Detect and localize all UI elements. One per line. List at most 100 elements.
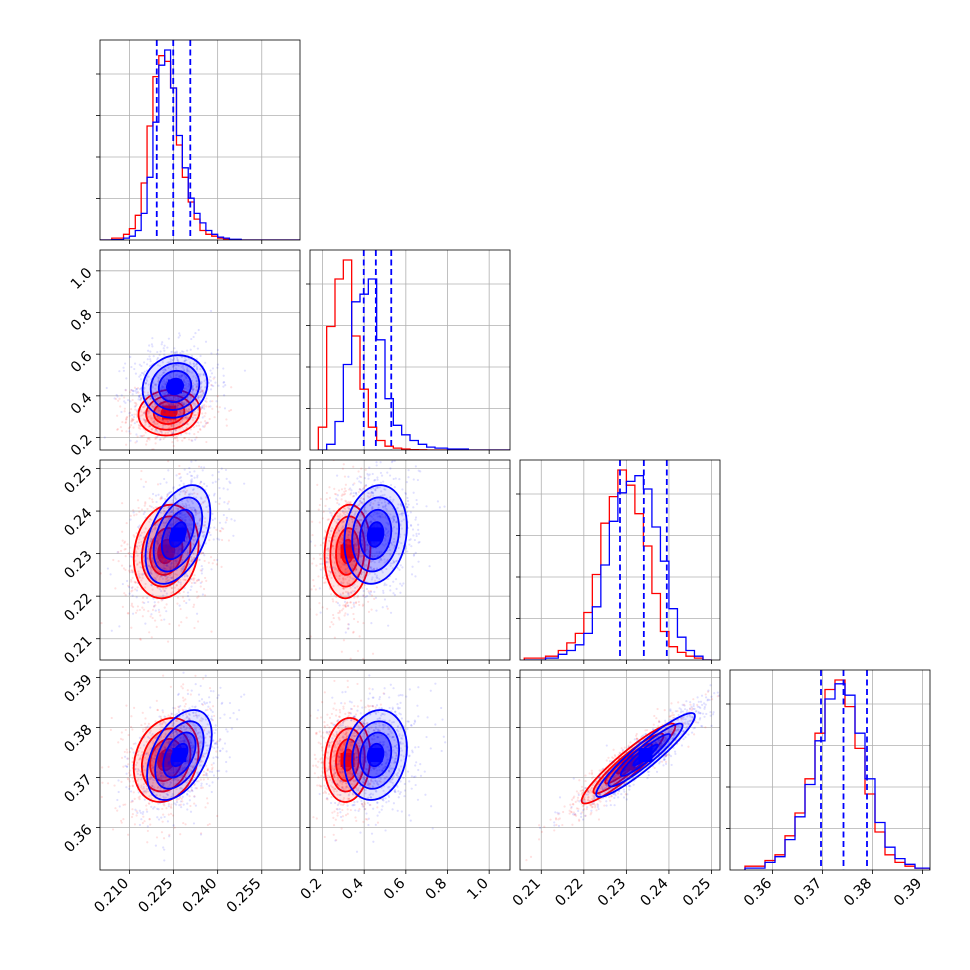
scatter-point xyxy=(195,398,198,401)
scatter-point xyxy=(375,574,378,577)
scatter-point xyxy=(161,424,165,427)
scatter-point xyxy=(342,639,346,642)
scatter-point xyxy=(388,548,392,552)
scatter-point xyxy=(342,604,345,607)
scatter-point xyxy=(348,508,351,511)
scatter-point xyxy=(161,403,165,406)
scatter-point xyxy=(196,579,199,582)
scatter-point xyxy=(320,557,323,560)
scatter-point xyxy=(154,720,157,723)
scatter-point xyxy=(122,818,125,821)
scatter-point xyxy=(176,548,180,551)
scatter-point xyxy=(203,524,206,528)
scatter-point xyxy=(148,558,151,561)
scatter-point xyxy=(353,570,357,573)
scatter-point xyxy=(146,841,149,844)
scatter-point xyxy=(357,470,360,473)
scatter-point xyxy=(136,546,139,549)
scatter-point xyxy=(166,547,169,551)
scatter-point xyxy=(371,507,374,510)
scatter-point xyxy=(170,577,174,580)
scatter-point xyxy=(404,491,407,495)
scatter-point xyxy=(218,497,222,500)
scatter-point xyxy=(194,509,197,512)
scatter-point xyxy=(222,381,225,384)
scatter-point xyxy=(214,480,217,483)
scatter-point xyxy=(354,568,357,571)
scatter-point xyxy=(195,363,198,366)
scatter-point xyxy=(170,768,173,771)
scatter-point xyxy=(184,417,187,420)
scatter-point xyxy=(179,585,182,589)
scatter-point xyxy=(178,493,181,496)
scatter-point xyxy=(415,534,418,538)
scatter-point xyxy=(159,430,162,433)
scatter-point xyxy=(168,397,171,400)
scatter-point xyxy=(189,693,192,696)
scatter-point xyxy=(393,519,396,522)
scatter-point xyxy=(195,757,198,761)
scatter-point xyxy=(349,546,352,549)
scatter-point xyxy=(171,431,174,435)
scatter-point xyxy=(170,734,173,738)
scatter-point xyxy=(370,568,373,571)
scatter-point xyxy=(114,807,117,810)
scatter-point xyxy=(341,534,344,537)
scatter-point xyxy=(138,510,141,513)
scatter-point xyxy=(139,374,142,377)
scatter-point xyxy=(183,453,185,455)
scatter-point xyxy=(200,480,203,484)
scatter-point xyxy=(144,395,147,398)
scatter-point xyxy=(156,773,160,776)
scatter-point xyxy=(123,592,126,595)
scatter-point xyxy=(406,506,409,509)
scatter-point xyxy=(365,521,368,524)
scatter-point xyxy=(371,445,373,447)
scatter-point xyxy=(155,571,158,574)
scatter-point xyxy=(193,410,196,413)
scatter-point xyxy=(369,589,372,593)
scatter-point xyxy=(171,403,175,407)
scatter-point xyxy=(143,531,146,534)
scatter-point xyxy=(117,550,120,554)
scatter-point xyxy=(186,366,189,369)
scatter-point xyxy=(200,395,203,399)
scatter-point xyxy=(173,826,176,829)
scatter-point xyxy=(191,387,194,390)
scatter-point xyxy=(213,376,216,379)
scatter-point xyxy=(182,403,185,406)
scatter-point xyxy=(188,768,191,771)
scatter-point xyxy=(340,580,343,584)
scatter-point xyxy=(178,464,181,468)
scatter-point xyxy=(174,573,177,576)
scatter-point xyxy=(189,532,192,535)
scatter-point xyxy=(174,429,177,432)
scatter-point xyxy=(150,538,153,541)
scatter-point xyxy=(149,414,152,418)
scatter-point xyxy=(194,376,198,379)
scatter-point xyxy=(155,394,158,397)
scatter-point xyxy=(168,773,171,776)
scatter-point xyxy=(197,408,200,411)
scatter-point xyxy=(222,367,225,370)
scatter-point xyxy=(136,609,139,612)
scatter-point xyxy=(417,560,420,563)
scatter-point xyxy=(134,581,137,584)
scatter-point xyxy=(139,434,142,438)
scatter-point xyxy=(333,562,336,565)
scatter-point xyxy=(197,395,200,399)
scatter-point xyxy=(140,402,143,406)
scatter-point xyxy=(372,502,375,505)
scatter-point xyxy=(159,735,163,738)
scatter-point xyxy=(161,385,164,388)
scatter-point xyxy=(343,511,347,514)
histogram-blue xyxy=(744,683,930,870)
scatter-point xyxy=(190,481,193,484)
scatter-point xyxy=(138,396,141,399)
scatter-point xyxy=(343,492,347,496)
scatter-point xyxy=(409,511,412,514)
scatter-point xyxy=(188,438,191,441)
scatter-point xyxy=(150,763,153,767)
scatter-point xyxy=(179,736,182,739)
scatter-point xyxy=(186,379,189,383)
